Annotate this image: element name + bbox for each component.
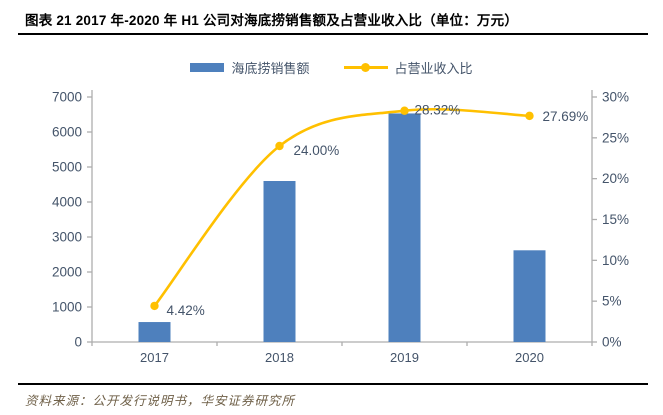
bar-2019 (388, 113, 421, 342)
chart-area: 0 1000 2000 3000 4000 5000 6000 7000 0% 5% 10% 15% 2… (0, 85, 663, 375)
bar-2017 (138, 322, 171, 342)
line-point-label: 27.69% (543, 109, 589, 124)
x-axis-category-label: 2020 (515, 350, 544, 365)
line-point-label: 24.00% (294, 143, 340, 158)
left-axis-tick-label: 3000 (52, 230, 82, 245)
chart-canvas: 0 1000 2000 3000 4000 5000 6000 7000 0% 5% 10% 15% 2… (52, 90, 629, 366)
left-axis-tick-label: 7000 (52, 90, 82, 105)
right-axis-tick-label: 20% (602, 171, 629, 186)
title-divider (18, 33, 648, 35)
bar-2018 (263, 181, 296, 342)
source-note: 资料来源：公开发行说明书，华安证券研究所 (25, 394, 296, 408)
legend-line-label: 占营业收入比 (394, 61, 473, 76)
line-point-label: 28.32% (415, 103, 461, 118)
left-axis-tick-label: 2000 (52, 265, 82, 280)
legend-item-bar-series: 海底捞销售额 (190, 58, 310, 77)
x-axis-category-label: 2018 (265, 350, 294, 365)
left-axis-tick-label: 0 (74, 335, 82, 350)
ratio-line (153, 107, 531, 308)
line-marker-2018 (275, 141, 284, 151)
bar-swatch-icon (190, 63, 225, 72)
chart-legend: 海底捞销售额 占营业收入比 (0, 58, 663, 77)
x-axis-category-label: 2019 (390, 350, 419, 365)
left-axis-tick-label: 4000 (52, 195, 82, 210)
right-axis-tick-label: 15% (602, 212, 629, 227)
right-axis-tick-label: 0% (602, 335, 622, 350)
line-point-label: 4.42% (167, 303, 205, 318)
line-marker-2017 (150, 301, 159, 311)
right-axis-tick-label: 30% (602, 90, 629, 105)
right-axis-tick-label: 5% (602, 294, 622, 309)
right-axis-tick-label: 10% (602, 253, 629, 268)
footer-divider (18, 383, 648, 385)
legend-bar-label: 海底捞销售额 (231, 61, 310, 76)
legend-item-line-series: 占营业收入比 (343, 58, 473, 77)
line-marker-2020 (525, 111, 534, 121)
line-marker-swatch-icon (343, 63, 388, 72)
left-axis-tick-label: 6000 (52, 125, 82, 140)
bar-2020 (513, 250, 546, 342)
left-axis-tick-label: 1000 (52, 300, 82, 315)
right-axis-tick-label: 25% (602, 130, 629, 145)
figure-title: 图表 21 2017 年-2020 年 H1 公司对海底捞销售额及占营业收入比（… (25, 13, 519, 28)
x-axis-category-label: 2017 (140, 350, 169, 365)
line-marker-2019 (400, 106, 409, 115)
left-axis-tick-label: 5000 (52, 160, 82, 175)
